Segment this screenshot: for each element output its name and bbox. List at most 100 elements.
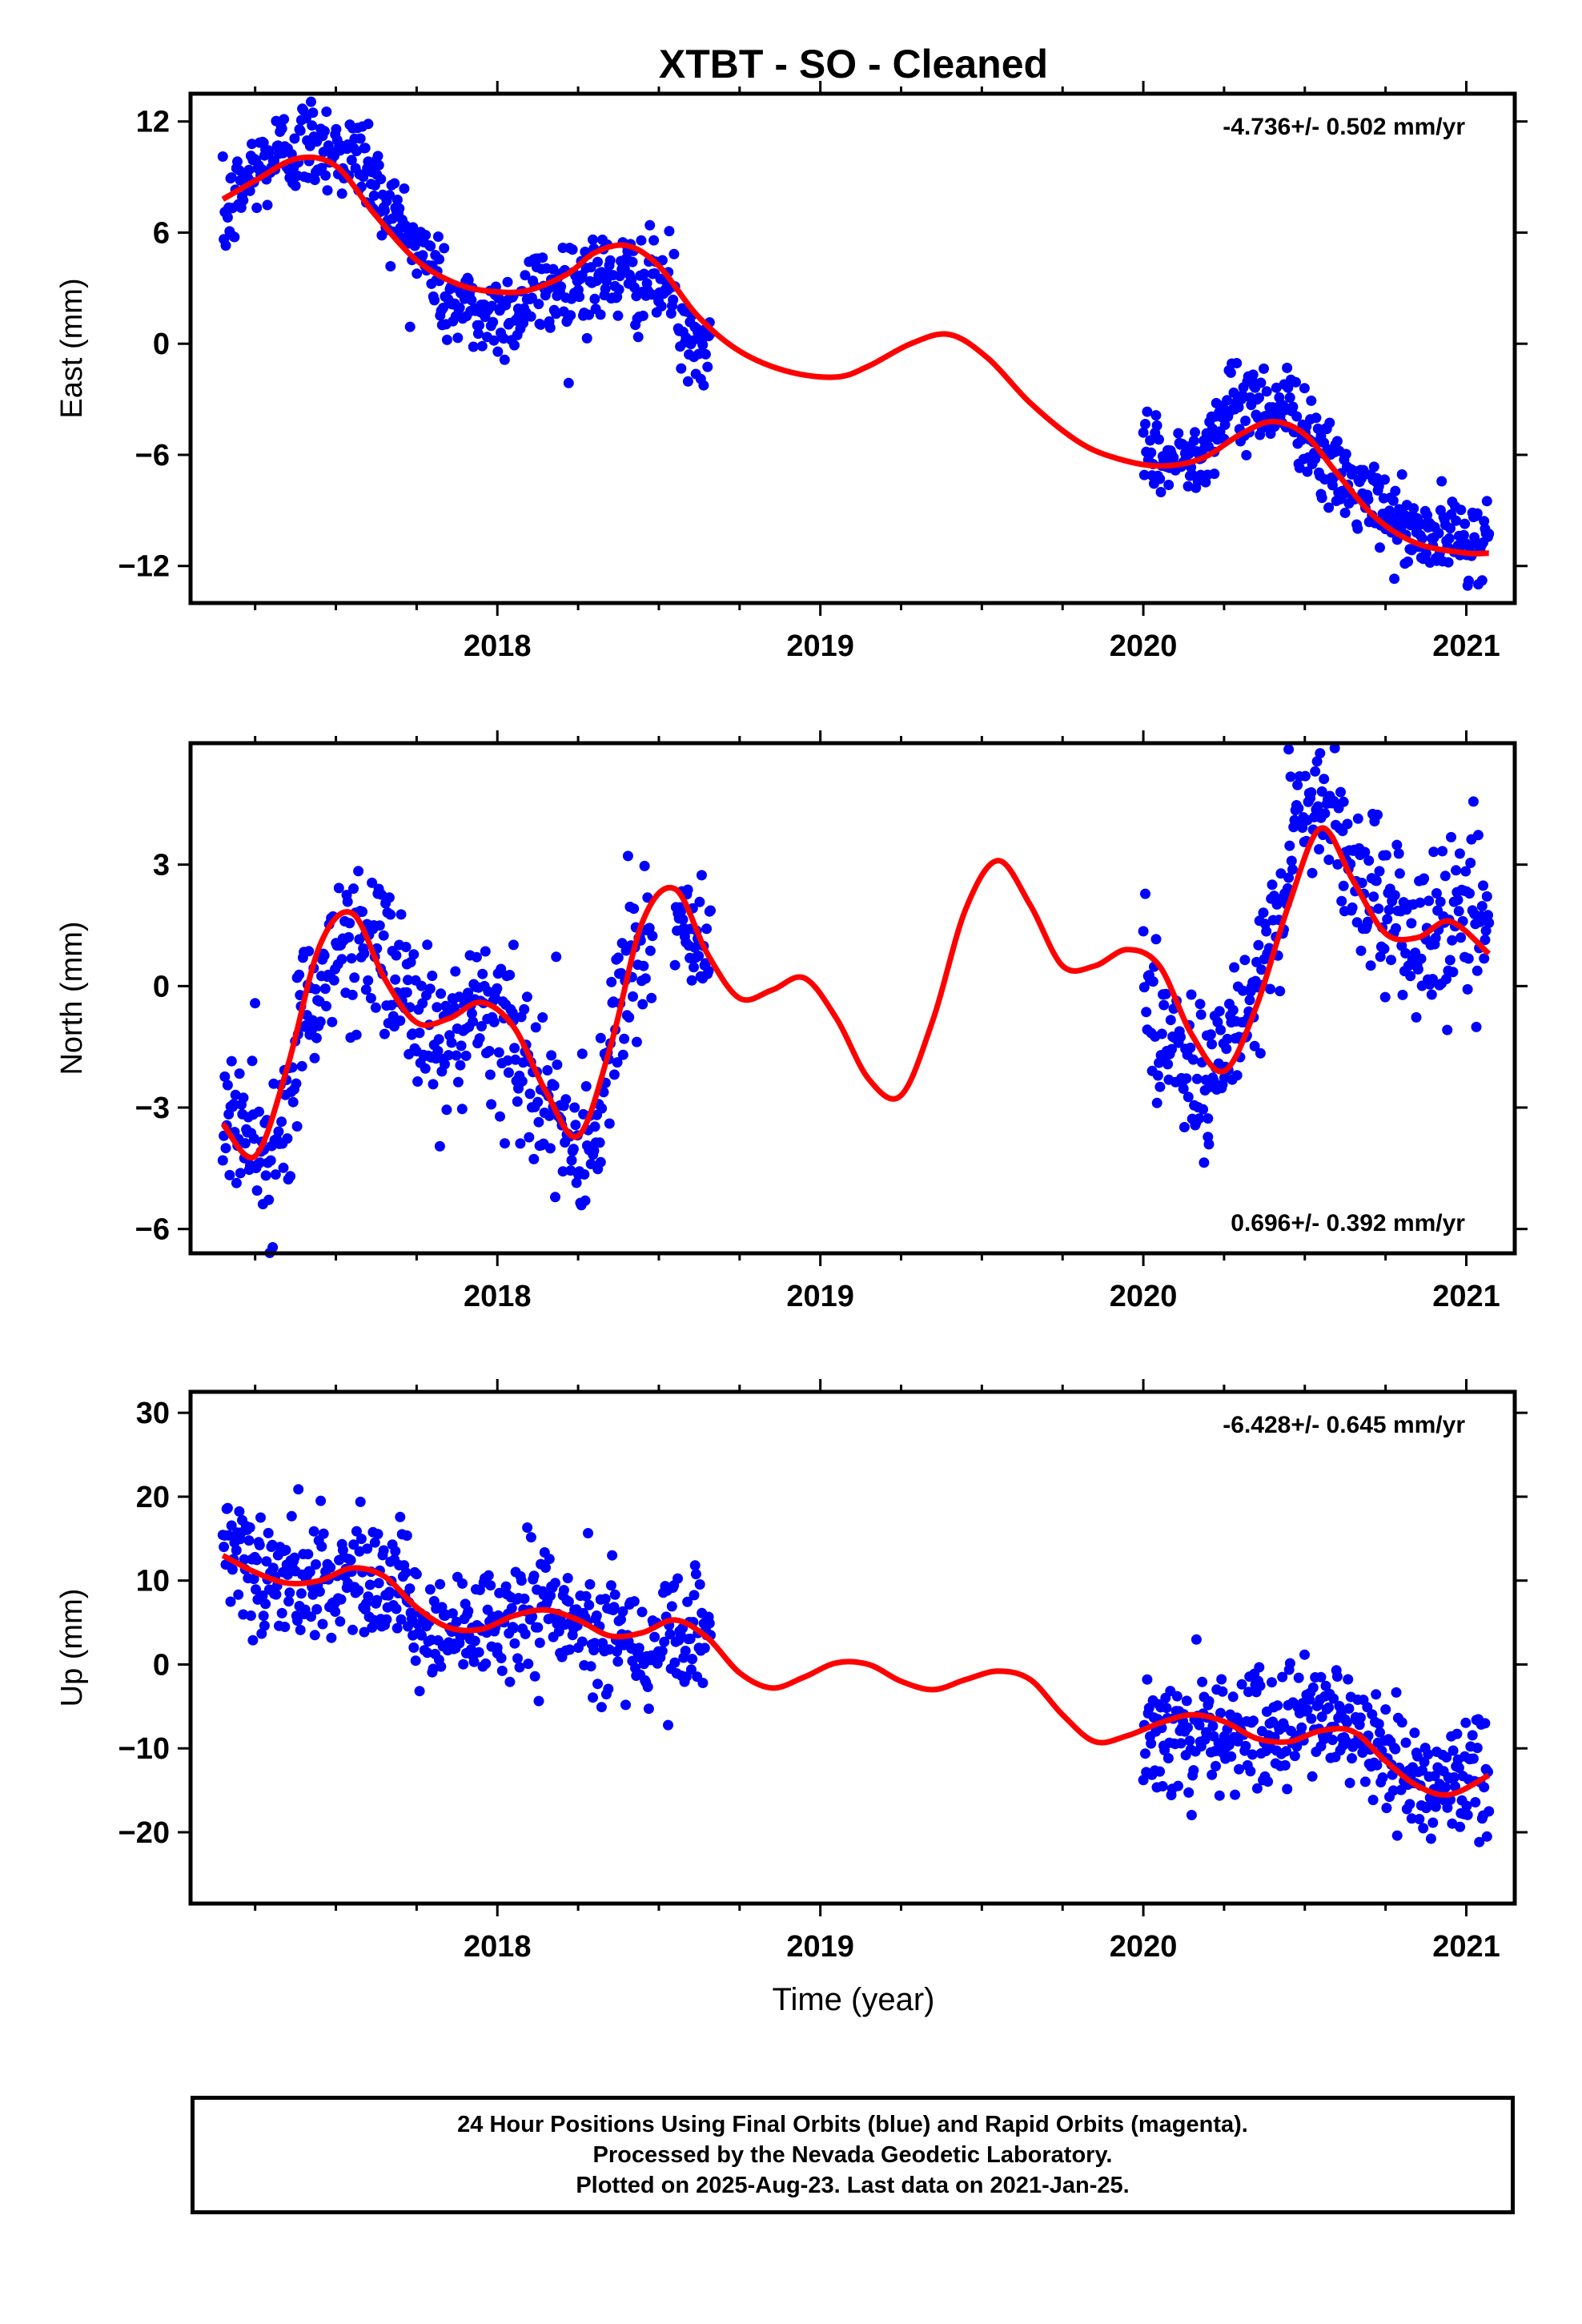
data-point — [1154, 473, 1166, 485]
data-point — [515, 1138, 526, 1149]
plot-frame — [188, 91, 1517, 605]
data-point — [424, 1584, 436, 1595]
data-point — [283, 1596, 295, 1607]
data-point — [346, 155, 357, 166]
data-point — [689, 942, 701, 953]
data-point — [1205, 1029, 1216, 1040]
data-point — [220, 240, 231, 251]
data-point — [687, 1654, 698, 1665]
data-point — [705, 905, 716, 916]
data-point — [472, 328, 484, 340]
data-point — [685, 1664, 697, 1675]
data-point — [1161, 1703, 1172, 1714]
data-point — [331, 123, 342, 135]
data-point — [325, 1562, 336, 1573]
data-point — [1267, 879, 1278, 891]
data-point — [1452, 1728, 1463, 1739]
data-point — [1157, 1781, 1168, 1791]
data-point — [319, 950, 330, 961]
data-point — [1287, 864, 1298, 875]
data-point — [441, 1104, 452, 1116]
data-point — [509, 1638, 520, 1649]
data-point — [642, 1682, 653, 1692]
data-point — [565, 1165, 576, 1176]
x-tick-label: 2018 — [464, 1280, 532, 1313]
data-point — [492, 983, 503, 994]
up-panel: 30 20 10 0 −10 −20 2018 2019 2020 2021 Up (mm) -6.4… — [55, 1379, 1528, 1964]
data-point — [280, 1545, 291, 1556]
data-point — [219, 1542, 230, 1553]
data-point — [441, 334, 452, 345]
data-point — [1294, 462, 1305, 473]
data-point — [433, 1034, 444, 1045]
data-point — [640, 973, 651, 984]
data-point — [263, 1194, 275, 1205]
data-point — [412, 268, 423, 279]
data-point — [1342, 818, 1353, 830]
data-point — [373, 1578, 384, 1589]
data-point — [1415, 953, 1427, 964]
data-point — [1419, 873, 1430, 884]
data-point — [1439, 870, 1451, 882]
data-point — [420, 230, 432, 241]
data-point — [353, 866, 364, 877]
data-point — [1255, 1680, 1266, 1691]
data-point — [516, 1076, 528, 1087]
data-point — [263, 147, 275, 158]
data-point — [238, 195, 249, 206]
data-point — [375, 174, 387, 185]
data-point — [1178, 1084, 1189, 1094]
data-point — [1214, 1006, 1225, 1017]
data-point — [228, 1099, 239, 1110]
data-point — [1352, 523, 1363, 534]
data-point — [1182, 480, 1194, 492]
data-point — [471, 951, 482, 963]
data-point — [289, 133, 300, 144]
data-point — [1265, 983, 1275, 995]
data-point — [1417, 533, 1427, 544]
data-point — [294, 969, 305, 980]
data-point — [396, 909, 407, 920]
data-point — [345, 1554, 356, 1566]
data-point — [1319, 774, 1330, 785]
data-point — [1484, 529, 1495, 540]
data-point — [365, 993, 376, 1003]
data-point — [255, 1512, 266, 1523]
data-point — [1286, 1726, 1297, 1736]
data-point — [239, 1554, 250, 1565]
data-point — [1195, 999, 1206, 1010]
data-point — [1259, 363, 1269, 374]
data-point — [474, 320, 485, 331]
data-points — [217, 1484, 1495, 1848]
data-point — [697, 340, 709, 351]
data-point — [1279, 1759, 1291, 1771]
data-point — [612, 310, 624, 321]
data-point — [1448, 1772, 1460, 1783]
data-point — [447, 1608, 458, 1619]
data-point — [665, 1629, 676, 1640]
data-point — [622, 850, 633, 862]
data-point — [1481, 891, 1492, 902]
data-point — [1247, 369, 1259, 380]
data-point — [493, 1047, 504, 1058]
data-point — [1372, 810, 1383, 820]
model-curve — [221, 154, 1489, 557]
data-point — [1430, 932, 1441, 943]
data-point — [234, 1068, 245, 1080]
north-panel: 3 0 −3 −6 2018 2019 2020 2021 North (mm) 0.696+/-… — [55, 730, 1528, 1313]
data-point — [276, 123, 287, 135]
data-point — [1138, 926, 1149, 937]
data-point — [1380, 850, 1391, 861]
data-point — [449, 1002, 460, 1013]
data-point — [330, 1606, 341, 1617]
data-point — [1314, 844, 1325, 854]
data-point — [1173, 428, 1184, 439]
data-point — [373, 159, 384, 171]
data-point — [468, 1656, 480, 1667]
data-point — [1460, 518, 1471, 529]
data-point — [689, 1560, 701, 1571]
data-point — [562, 1573, 573, 1584]
data-point — [436, 1661, 447, 1672]
data-point — [414, 1027, 425, 1039]
data-point — [290, 180, 301, 191]
